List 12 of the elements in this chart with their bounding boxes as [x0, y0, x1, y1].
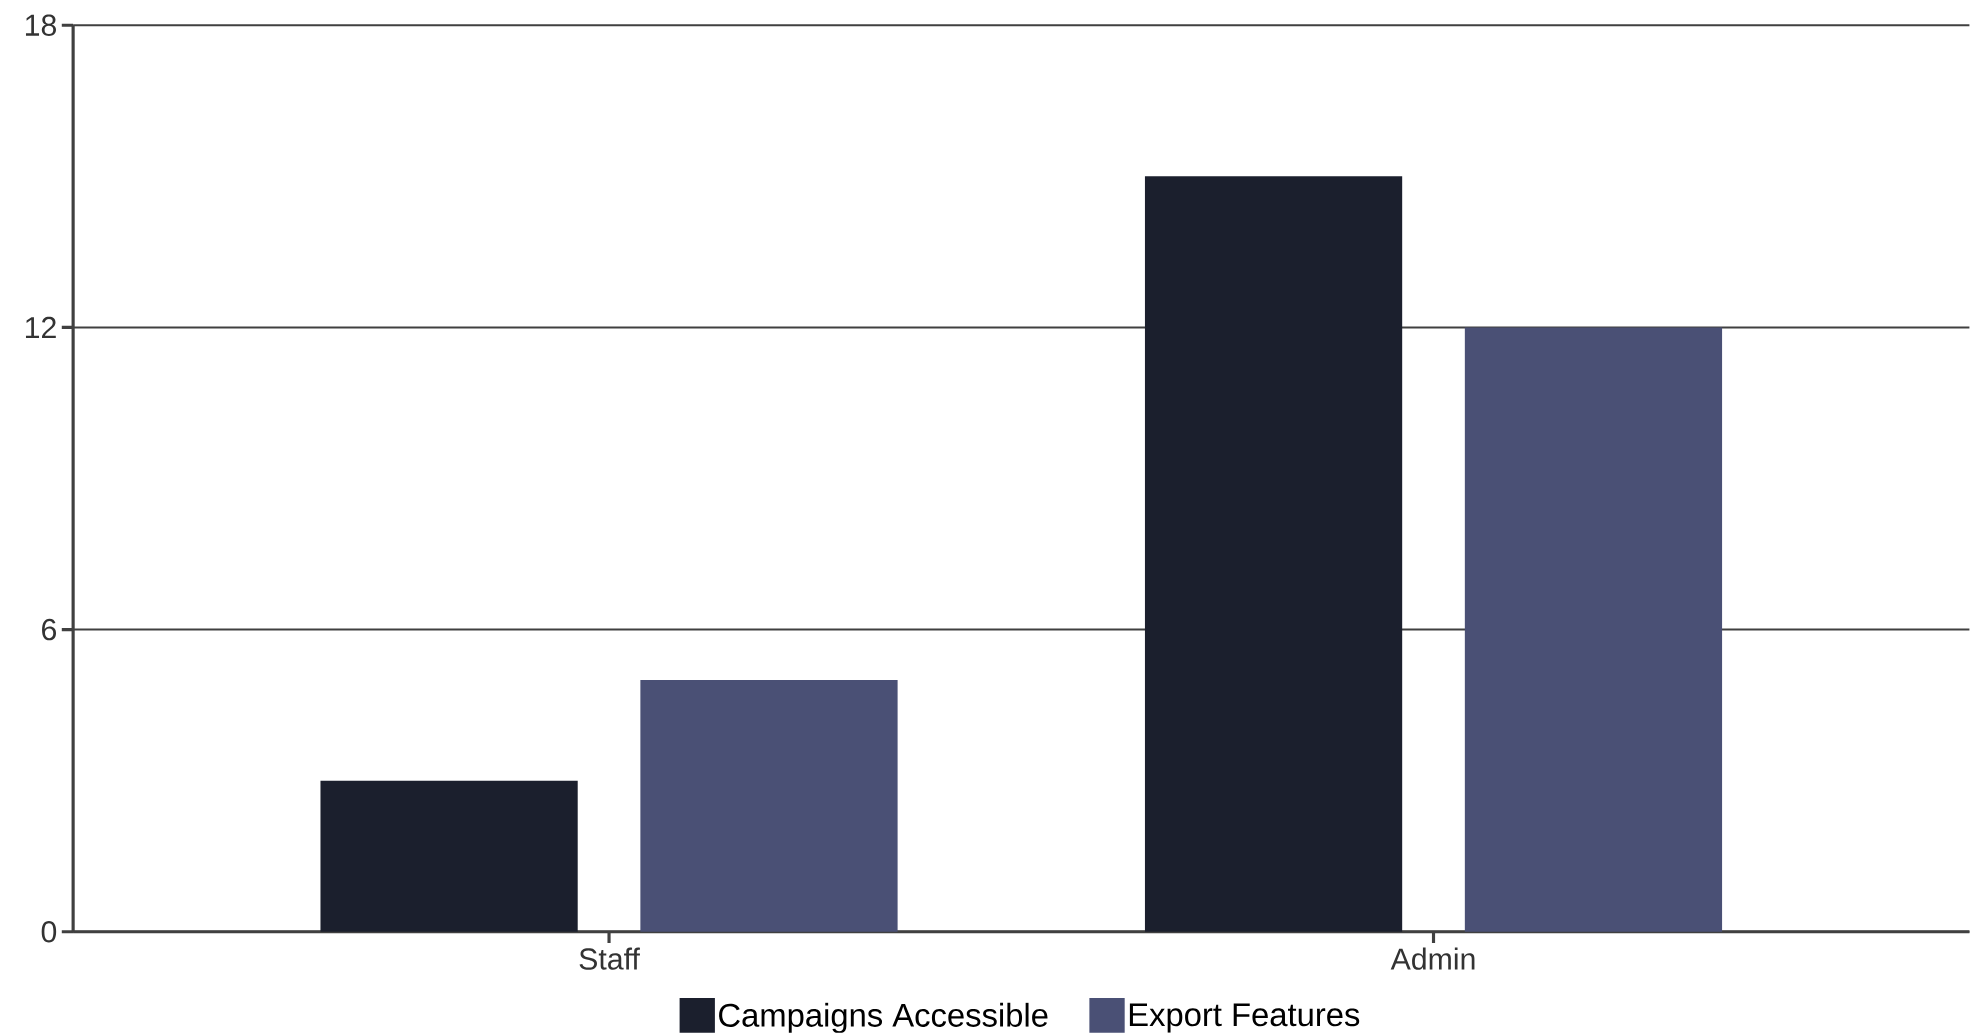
bar [1144, 176, 1403, 932]
x-tick-label: Staff [579, 947, 640, 970]
legend-label: Campaigns Accessible [719, 1003, 1048, 1033]
bar [640, 680, 898, 932]
y-tick-label: 6 [42, 619, 56, 641]
y-tick-label: 0 [41, 921, 57, 943]
bar [1464, 327, 1723, 932]
legend-label: Export Features [1129, 1003, 1360, 1033]
bar [320, 780, 578, 932]
y-tick-label: 18 [25, 14, 56, 37]
y-tick-label: 12 [25, 317, 56, 339]
x-tick-label: Admin [1390, 947, 1475, 970]
